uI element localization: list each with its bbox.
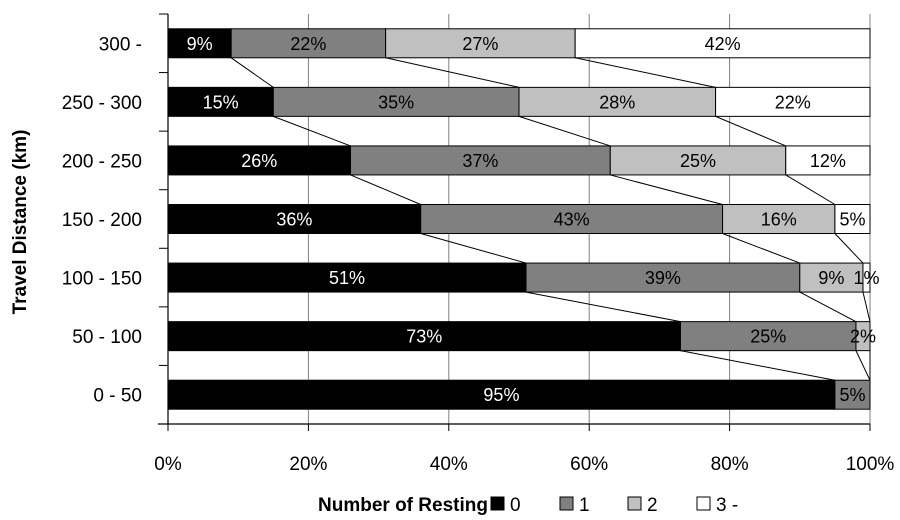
y-tick-label: 50 - 100 bbox=[72, 327, 142, 348]
legend-swatch bbox=[696, 496, 711, 511]
bar-segment bbox=[574, 28, 871, 59]
data-label: 28% bbox=[599, 92, 635, 112]
bar-segment bbox=[834, 204, 871, 234]
data-label: 2% bbox=[850, 327, 876, 347]
series-line bbox=[385, 57, 520, 88]
data-label: 43% bbox=[554, 210, 590, 230]
bar-segment bbox=[799, 262, 864, 293]
bar-segment bbox=[167, 28, 232, 59]
legend-swatch bbox=[490, 496, 505, 511]
data-label: 16% bbox=[761, 210, 797, 230]
legend: Number of Resting 0 1 2 3 - bbox=[318, 495, 738, 516]
data-label: 1% bbox=[853, 268, 879, 288]
data-label: 51% bbox=[329, 268, 365, 288]
bar-segment bbox=[715, 86, 871, 117]
y-tick-label: 200 - 250 bbox=[62, 151, 142, 172]
data-label: 9% bbox=[818, 268, 844, 288]
data-label: 95% bbox=[483, 385, 519, 405]
series-line bbox=[834, 233, 864, 264]
bar-segment bbox=[518, 86, 717, 117]
legend-swatch bbox=[559, 496, 574, 511]
series-line bbox=[575, 57, 716, 88]
bar-segment bbox=[167, 86, 274, 117]
x-tick-label: 20% bbox=[289, 454, 327, 475]
y-tick-label: 150 - 200 bbox=[62, 210, 142, 231]
series-line bbox=[799, 291, 857, 323]
data-label: 37% bbox=[462, 151, 498, 171]
y-tick-label: 250 - 300 bbox=[62, 93, 142, 114]
bar-segment bbox=[167, 379, 836, 410]
bar-segment bbox=[525, 262, 801, 293]
legend-swatch bbox=[627, 496, 642, 511]
axes bbox=[158, 13, 871, 431]
bar-segment bbox=[834, 379, 871, 410]
data-label: 26% bbox=[241, 151, 277, 171]
data-label: 73% bbox=[406, 327, 442, 347]
bar-segment bbox=[385, 28, 576, 59]
bars bbox=[167, 28, 871, 410]
data-label: 25% bbox=[750, 327, 786, 347]
y-tick-label: 0 - 50 bbox=[93, 386, 142, 407]
series-line bbox=[610, 174, 723, 205]
legend-items: 0 1 2 3 - bbox=[490, 495, 738, 516]
series-line bbox=[680, 350, 835, 381]
bar-segment bbox=[167, 145, 352, 176]
data-label: 12% bbox=[810, 151, 846, 171]
series-line bbox=[722, 233, 800, 264]
y-axis-title: Travel Distance (km) bbox=[10, 130, 31, 315]
data-label: 22% bbox=[290, 34, 326, 54]
bar-segment bbox=[167, 321, 681, 352]
series-line bbox=[525, 291, 681, 323]
series-line bbox=[715, 115, 786, 147]
series-line bbox=[785, 174, 836, 205]
x-tick-label: 60% bbox=[570, 454, 608, 475]
data-label: 9% bbox=[187, 34, 213, 54]
data-label: 25% bbox=[680, 151, 716, 171]
data-labels: 9% 22% 27% 42% 15% 35% 28% 22% 26% 37% 25% 12% 36% 43… bbox=[187, 34, 880, 405]
series-line bbox=[273, 115, 351, 147]
x-tick-label: 80% bbox=[711, 454, 749, 475]
legend-label: 2 bbox=[647, 495, 658, 516]
bar-segment bbox=[230, 28, 387, 59]
bar-segment bbox=[785, 145, 871, 176]
y-tick-label: 100 - 150 bbox=[62, 269, 142, 290]
series-lines bbox=[230, 57, 871, 381]
data-label: 35% bbox=[378, 92, 414, 112]
bar-segment bbox=[855, 321, 871, 352]
series-line bbox=[350, 174, 421, 205]
data-label: 15% bbox=[203, 92, 239, 112]
series-line bbox=[230, 57, 274, 88]
legend-label: 1 bbox=[579, 495, 590, 516]
x-tick-label: 40% bbox=[430, 454, 468, 475]
series-line bbox=[518, 115, 611, 147]
series-line bbox=[855, 350, 871, 381]
series-line bbox=[862, 291, 871, 322]
data-label: 27% bbox=[462, 34, 498, 54]
data-label: 42% bbox=[705, 34, 741, 54]
legend-title: Number of Resting bbox=[318, 495, 488, 516]
legend-label: 3 - bbox=[716, 495, 738, 516]
bar-segment bbox=[609, 145, 787, 176]
data-label: 36% bbox=[276, 210, 312, 230]
y-tick-label: 300 - bbox=[99, 34, 142, 55]
x-tick-labels: 0% 20% 40% 60% 80% 100% bbox=[154, 454, 894, 475]
legend-label: 0 bbox=[510, 495, 521, 516]
bar-segment bbox=[862, 262, 871, 293]
data-label: 5% bbox=[839, 210, 865, 230]
x-tick-label: 0% bbox=[154, 454, 182, 475]
bar-segment bbox=[722, 204, 836, 234]
bar-segment bbox=[167, 262, 527, 293]
data-label: 39% bbox=[645, 268, 681, 288]
series-line bbox=[420, 233, 527, 264]
x-tick-label: 100% bbox=[846, 454, 895, 475]
y-tick-labels: 300 - 250 - 300 200 - 250 150 - 200 100 - 15… bbox=[62, 34, 142, 406]
data-label: 22% bbox=[775, 92, 811, 112]
data-label: 5% bbox=[839, 385, 865, 405]
bar-segment bbox=[679, 321, 857, 352]
